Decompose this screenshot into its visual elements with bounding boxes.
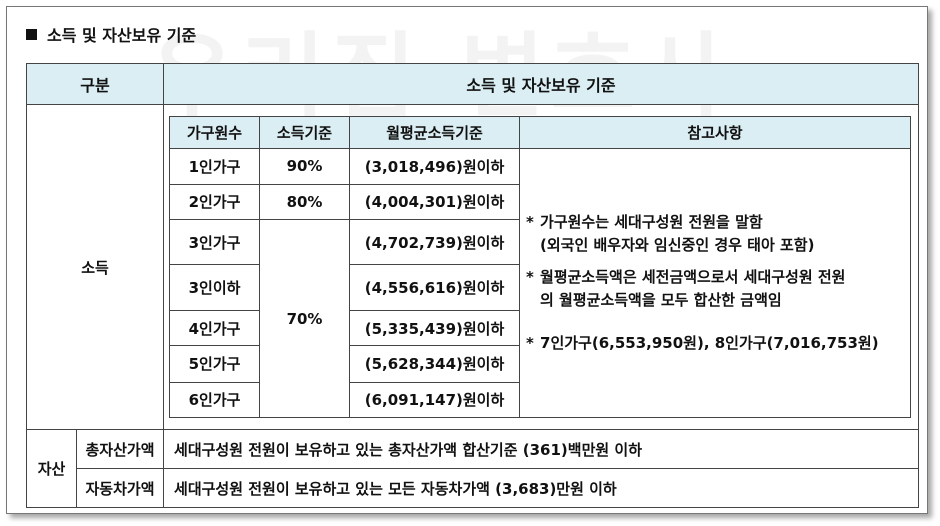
income-row: 소득 가구원수 소득기준 월평균소득기준 참고사항 1인가구 90% (3,01… — [25, 104, 920, 430]
table-row: 4인가구 (5,335,439)원이하 — [169, 309, 911, 347]
asset-name: 총자산가액 — [75, 429, 165, 469]
header-category: 구분 — [25, 63, 165, 105]
notes-cell: * 가구원수는 세대구성원 전원을 말함 (외국인 배우자와 임신중인 경우 태아… — [519, 148, 912, 418]
header-criteria: 소득 및 자산보유 기준 — [163, 63, 920, 105]
amount-cell: (5,628,344)원이하 — [349, 345, 521, 383]
asterisk-icon: * — [526, 334, 534, 353]
header-row: 구분 소득 및 자산보유 기준 — [25, 63, 920, 105]
household-cell: 1인가구 — [169, 148, 261, 185]
assets-label: 자산 — [26, 429, 77, 508]
table-row: 3인이하 (4,556,616)원이하 — [169, 264, 911, 311]
col-household: 가구원수 — [169, 115, 261, 150]
asset-row: 자산 총자산가액 세대구성원 전원이 보유하고 있는 총자산가액 합산기준 (3… — [26, 429, 920, 508]
rate-cell: 80% — [259, 183, 351, 221]
amount-cell: (6,091,147)원이하 — [349, 381, 521, 419]
asset-row: 자동차가액 세대구성원 전원이 보유하고 있는 모든 자동차가액 (3,683)… — [27, 468, 920, 508]
note-text: 7인가구(6,553,950원), 8인가구(7,016,753원) — [540, 334, 879, 353]
asset-desc: 세대구성원 전원이 보유하고 있는 총자산가액 합산기준 (361)백만원 이하 — [163, 429, 920, 469]
note-text: (외국인 배우자와 임신중인 경우 태아 포함) — [540, 236, 815, 255]
col-income-rate: 소득기준 — [259, 115, 351, 150]
amount-cell: (4,702,739)원이하 — [349, 218, 521, 266]
rate-cell: 90% — [259, 148, 351, 185]
asset-desc: 세대구성원 전원이 보유하고 있는 모든 자동차가액 (3,683)만원 이하 — [163, 468, 920, 508]
household-cell: 5인가구 — [169, 345, 261, 383]
table-row: 1인가구 90% (3,018,496)원이하 * 가구원수는 세대구성원 전원… — [169, 148, 912, 418]
asterisk-icon: * — [526, 213, 534, 232]
table-row: 2인가구 80% (4,004,301)원이하 — [169, 183, 911, 221]
household-cell: 4인가구 — [169, 309, 261, 347]
income-header-row: 가구원수 소득기준 월평균소득기준 참고사항 — [169, 115, 912, 150]
income-detail-cell: 가구원수 소득기준 월평균소득기준 참고사항 1인가구 90% (3,018,4… — [163, 104, 920, 430]
household-cell: 2인가구 — [169, 183, 261, 221]
asset-name: 자동차가액 — [75, 468, 165, 508]
note-text: 월평균소득액은 세전금액으로서 세대구성원 전원 — [540, 268, 846, 287]
household-cell: 6인가구 — [169, 381, 261, 419]
section-heading: 소득 및 자산보유 기준 — [26, 22, 196, 46]
col-notes: 참고사항 — [519, 115, 912, 150]
amount-cell: (3,018,496)원이하 — [349, 148, 521, 185]
table-row: 5인가구 (5,628,344)원이하 — [169, 345, 911, 383]
square-bullet-icon — [26, 29, 37, 40]
income-table: 가구원수 소득기준 월평균소득기준 참고사항 1인가구 90% (3,018,4… — [169, 115, 912, 419]
note-text: 가구원수는 세대구성원 전원을 말함 — [540, 213, 763, 232]
table-row: 3인가구 70% (4,702,739)원이하 — [169, 218, 911, 418]
col-monthly-income: 월평균소득기준 — [349, 115, 521, 150]
note-3: * 7인가구(6,553,950원), 8인가구(7,016,753원) — [526, 332, 902, 355]
table-row: 6인가구 (6,091,147)원이하 — [169, 381, 911, 419]
note-1: * 가구원수는 세대구성원 전원을 말함 (외국인 배우자와 임신중인 경우 태아… — [526, 211, 902, 257]
household-cell: 3인이하 — [169, 264, 261, 311]
income-label: 소득 — [25, 104, 165, 430]
heading-text: 소득 및 자산보유 기준 — [47, 26, 197, 45]
amount-cell: (4,556,616)원이하 — [349, 264, 521, 311]
asterisk-icon: * — [526, 268, 534, 287]
note-text: 의 월평균소득액을 모두 합산한 금액임 — [540, 291, 782, 310]
amount-cell: (4,004,301)원이하 — [349, 183, 521, 221]
criteria-table: 구분 소득 및 자산보유 기준 소득 가구원수 소득기준 월평균소득기준 참고사… — [25, 63, 920, 508]
rate-cell: 70% — [259, 219, 351, 418]
household-cell: 3인가구 — [169, 218, 261, 266]
amount-cell: (5,335,439)원이하 — [349, 309, 521, 347]
